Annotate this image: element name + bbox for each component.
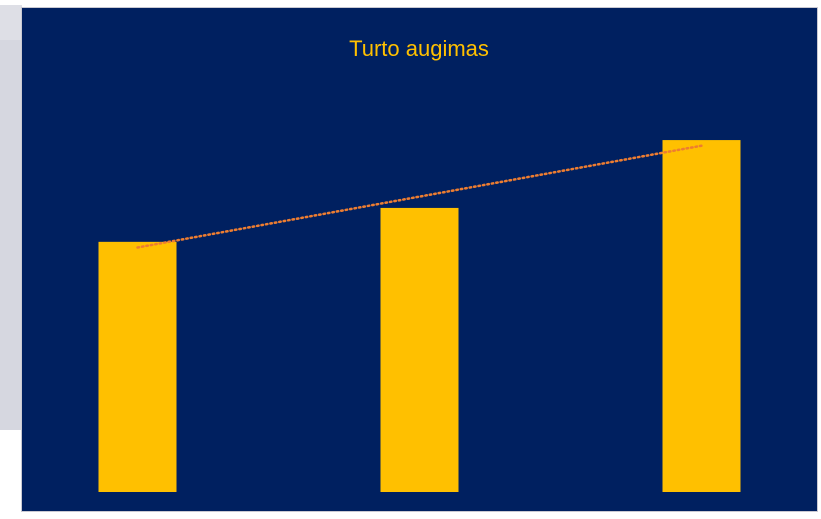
bar-1[interactable] xyxy=(98,241,177,492)
chart-frame[interactable]: Turto augimas xyxy=(21,7,818,512)
trendline-group xyxy=(136,144,703,249)
bar-series xyxy=(98,140,741,493)
bar-3[interactable] xyxy=(662,140,741,492)
chart-title: Turto augimas xyxy=(349,36,489,61)
bar-chart: Turto augimas xyxy=(22,8,817,511)
trendline xyxy=(136,144,703,249)
bar-2[interactable] xyxy=(380,207,459,493)
